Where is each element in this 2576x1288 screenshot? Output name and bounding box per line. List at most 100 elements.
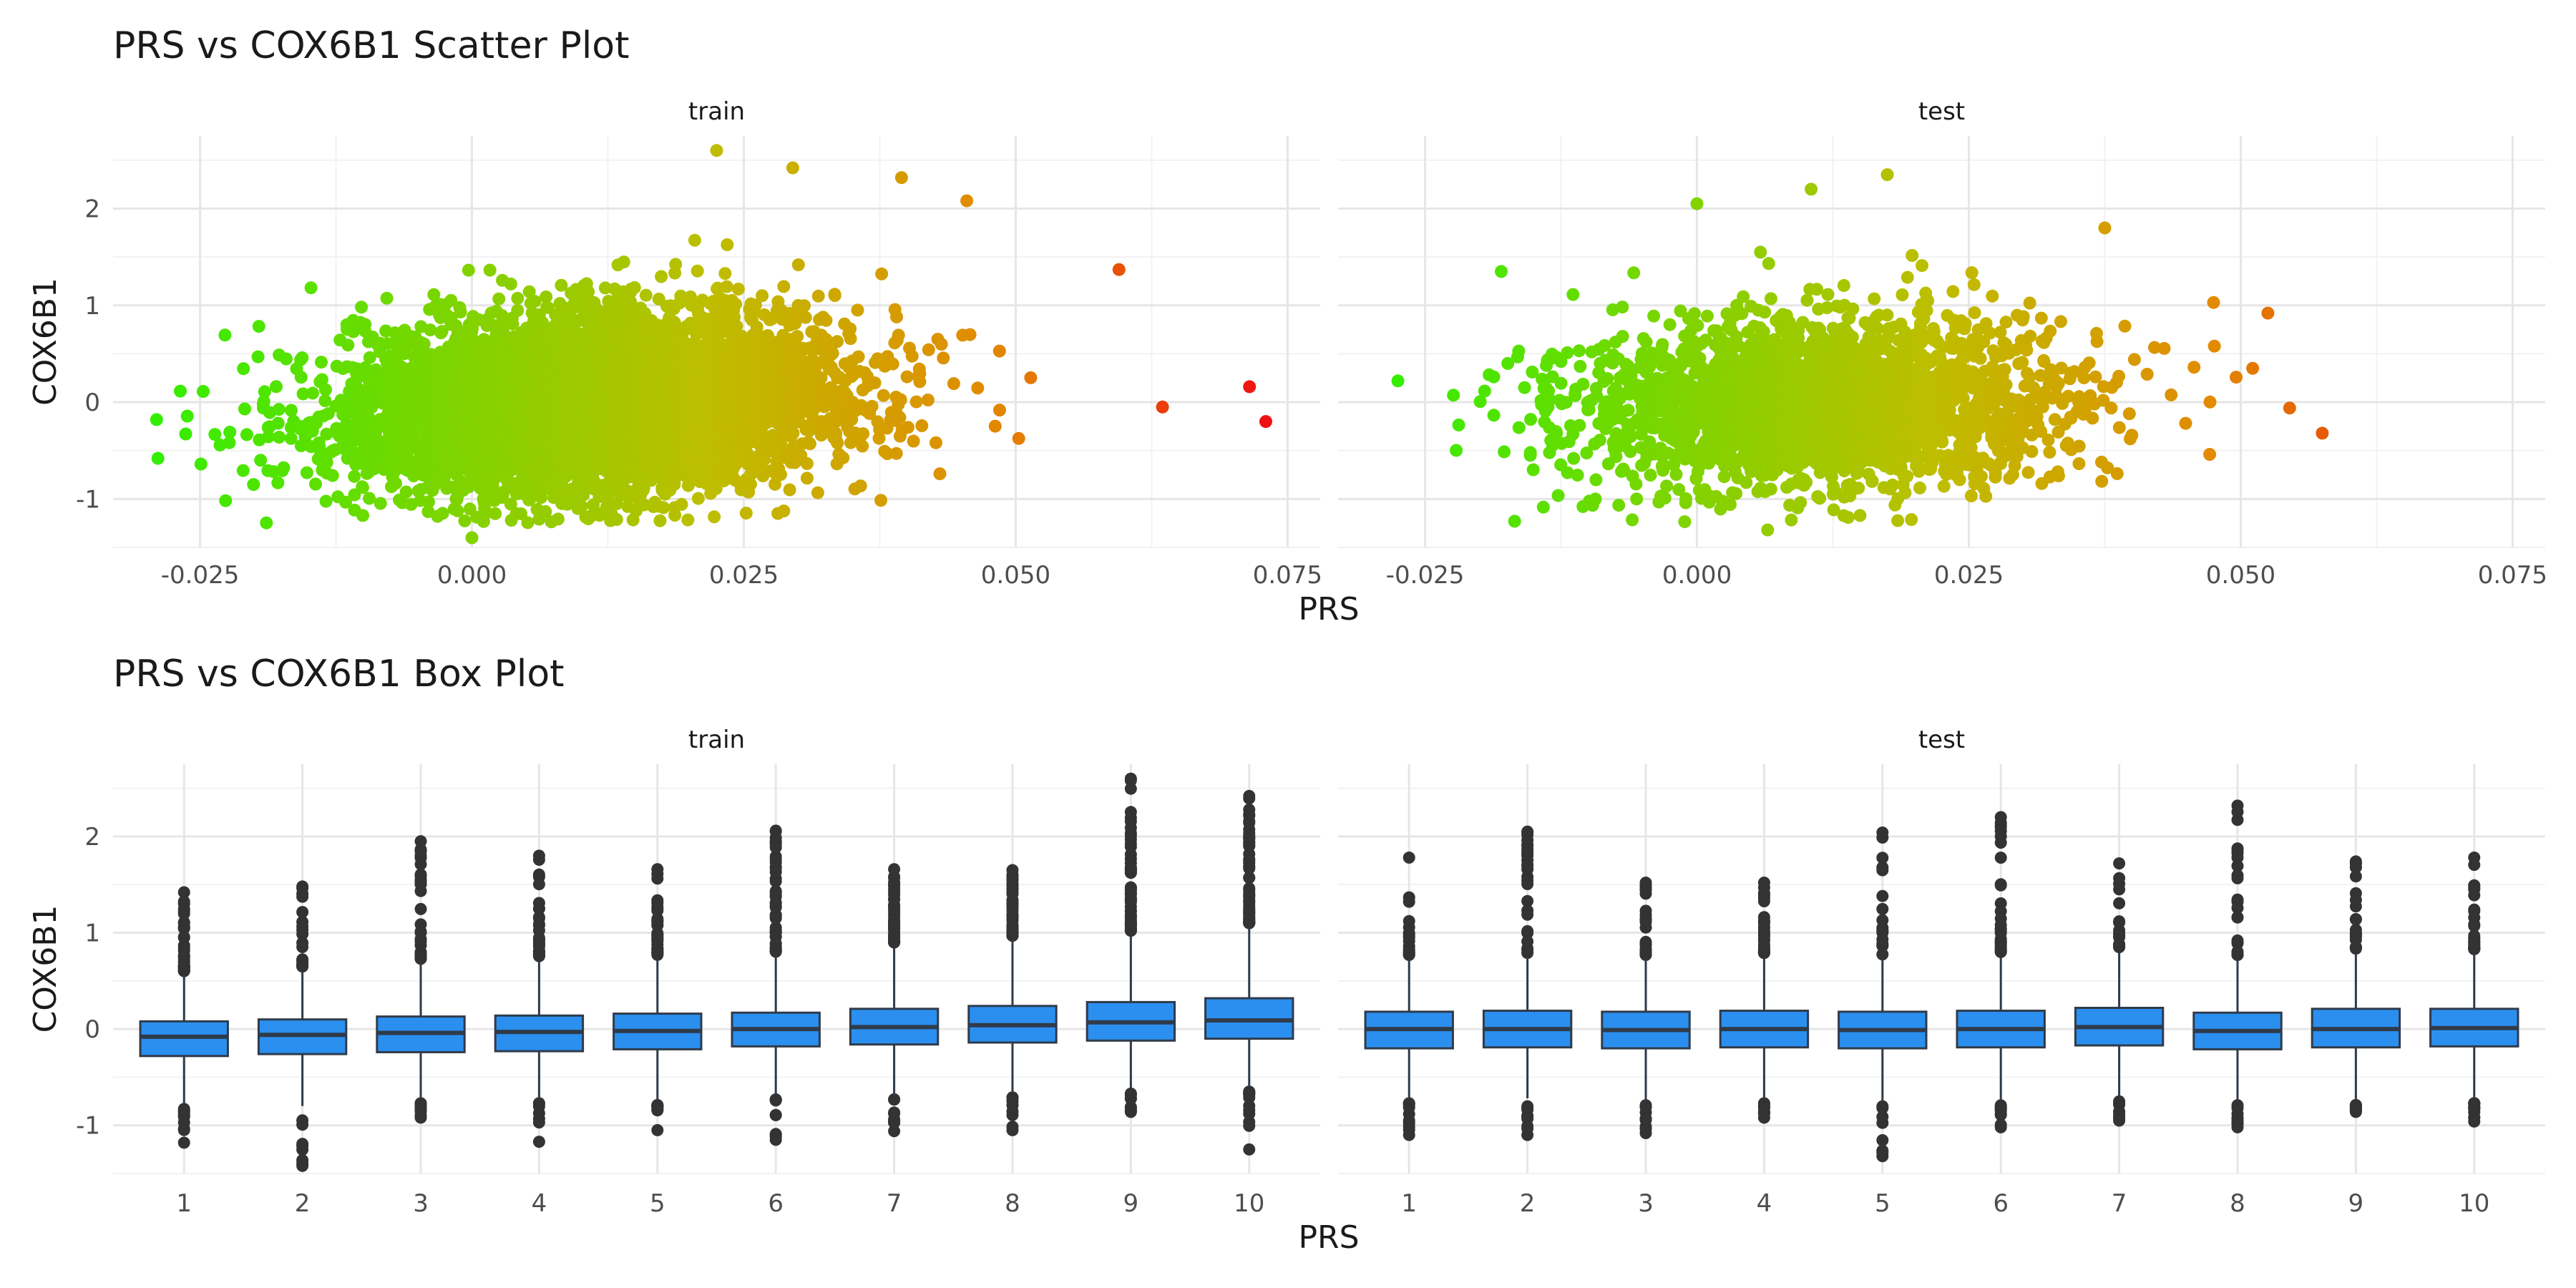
scatter-point [668, 509, 682, 522]
scatter-point [247, 478, 260, 492]
scatter-point [691, 264, 704, 278]
scatter-point [277, 461, 291, 474]
scatter-point [462, 263, 475, 277]
x-tick-label: 0.075 [1253, 561, 1322, 590]
scatter-point [296, 387, 310, 401]
scatter-point [294, 371, 308, 384]
scatter-point [528, 295, 542, 308]
scatter-point [284, 431, 298, 445]
scatter-point [271, 476, 285, 489]
y-tick-label: 0 [84, 389, 100, 417]
scatter-point [223, 436, 236, 449]
scatter-point [504, 277, 517, 291]
scatter-point [150, 413, 163, 426]
scatter-point [489, 507, 502, 520]
scatter-point [381, 337, 394, 351]
scatter-point [511, 303, 525, 317]
scatter-point [399, 485, 413, 499]
scatter-point [197, 385, 210, 398]
scatter-point [374, 497, 387, 510]
scatter-point [511, 291, 525, 305]
scatter-point [436, 507, 449, 520]
scatter-point [355, 301, 369, 314]
scatter-point [617, 255, 630, 269]
scatter-point [639, 288, 653, 302]
scatter-point [180, 409, 194, 423]
scatter-point [348, 469, 361, 483]
scatter-point [237, 362, 250, 376]
scatter-point [223, 426, 237, 439]
scatter-point [304, 281, 318, 295]
scatter-point [179, 427, 192, 441]
scatter-point [316, 373, 328, 386]
scatter-point [260, 516, 273, 530]
scatter-point [218, 328, 232, 342]
scatter-point [356, 481, 369, 494]
scatter-points-train [150, 144, 1272, 545]
scatter-point [454, 306, 467, 318]
scatter-point [551, 512, 565, 526]
scatter-point [240, 428, 253, 441]
scatter-facet-train: train -0.025 0.000 0.025 0.050 0.075 -1 0 1 2 [76, 97, 1322, 590]
scatter-point [300, 466, 313, 479]
facet-label-train: train [688, 97, 745, 126]
scatter-point [675, 497, 688, 511]
scatter-point [320, 456, 333, 469]
scatter-point [389, 477, 402, 490]
scatter-point [194, 457, 208, 471]
y-tick-label: 2 [84, 195, 100, 223]
scatter-point [271, 416, 285, 430]
scatter-point [151, 452, 165, 465]
x-tick-label: -0.025 [161, 561, 240, 590]
scatter-point [358, 318, 372, 331]
scatter-point [280, 352, 293, 366]
x-tick-label: 0.050 [981, 561, 1050, 590]
scatter-point [380, 291, 394, 305]
scatter-point [272, 403, 286, 416]
box-plot-title: PRS vs COX6B1 Box Plot [113, 653, 565, 696]
scatter-point [610, 513, 623, 526]
scatter-point [315, 356, 328, 369]
scatter-point [258, 385, 271, 399]
scatter-point [219, 494, 233, 507]
scatter-point [655, 270, 668, 283]
scatter-point [492, 292, 506, 306]
scatter-point [465, 531, 479, 545]
x-tick-label: 0.025 [709, 561, 779, 590]
scatter-point [363, 492, 376, 505]
scatter-point [273, 431, 286, 444]
y-tick-label: 1 [84, 292, 100, 321]
scatter-point [691, 492, 705, 505]
scatter-point [653, 514, 667, 527]
scatter-point [483, 263, 497, 277]
scatter-point [319, 494, 333, 508]
scatter-point [309, 477, 322, 491]
scatter-point [320, 427, 333, 441]
scatter-point [318, 394, 332, 407]
scatter-plot-title: PRS vs COX6B1 Scatter Plot [113, 24, 630, 67]
scatter-point [208, 428, 222, 441]
scatter-point [174, 384, 187, 398]
scatter-point [356, 509, 369, 522]
scatter-point [669, 258, 683, 271]
scatter-point [236, 464, 250, 477]
scatter-point [319, 383, 332, 396]
scatter-point [681, 513, 695, 527]
scatter-point [238, 402, 251, 416]
scatter-point [254, 454, 268, 467]
scatter-point [422, 495, 435, 509]
y-tick-label: -1 [76, 485, 100, 514]
scatter-point [628, 280, 641, 294]
x-tick-label: 0.000 [437, 561, 507, 590]
scatter-point [251, 350, 265, 364]
scatter-point [285, 404, 298, 417]
scatter-point [257, 395, 270, 408]
scatter-point [262, 430, 275, 444]
scatter-point [306, 386, 319, 400]
scatter-point [252, 320, 265, 333]
scatter-point [326, 469, 339, 482]
scatter-point [521, 516, 535, 530]
scatter-point [339, 495, 352, 509]
